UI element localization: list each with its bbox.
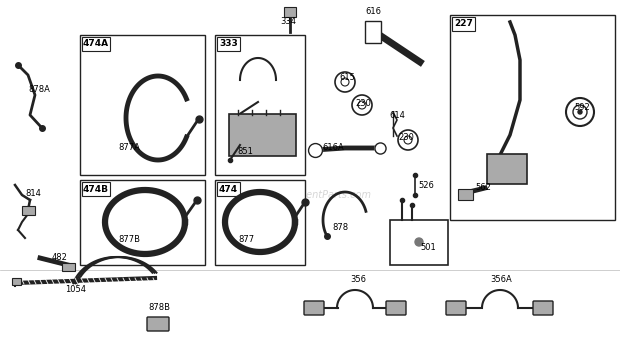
Bar <box>80 35 205 175</box>
FancyBboxPatch shape <box>12 277 20 285</box>
FancyBboxPatch shape <box>229 114 296 156</box>
FancyBboxPatch shape <box>147 317 169 331</box>
Text: 878A: 878A <box>28 86 50 95</box>
Bar <box>390 220 448 265</box>
Bar <box>82 182 110 196</box>
Text: 562: 562 <box>475 184 491 193</box>
Text: 356: 356 <box>350 275 366 285</box>
Text: 356A: 356A <box>490 275 511 285</box>
Bar <box>217 182 239 196</box>
Text: 501: 501 <box>420 243 436 252</box>
Text: 482: 482 <box>52 254 68 263</box>
Circle shape <box>415 238 423 246</box>
Text: 877B: 877B <box>118 236 140 244</box>
Text: 334: 334 <box>280 18 296 26</box>
Text: 333: 333 <box>219 40 237 48</box>
Text: 814: 814 <box>25 190 41 198</box>
Text: 592: 592 <box>574 103 590 113</box>
Text: 227: 227 <box>454 20 472 28</box>
Text: 851: 851 <box>237 147 253 156</box>
Text: 474A: 474A <box>83 40 109 48</box>
FancyBboxPatch shape <box>458 189 472 199</box>
Text: 474B: 474B <box>83 185 109 193</box>
FancyBboxPatch shape <box>446 301 466 315</box>
Bar <box>450 15 615 220</box>
Text: 616: 616 <box>365 7 381 17</box>
Bar <box>217 37 239 51</box>
Text: e-ReplacementParts.com: e-ReplacementParts.com <box>249 190 371 200</box>
Circle shape <box>578 110 582 114</box>
Bar <box>80 180 205 265</box>
FancyBboxPatch shape <box>61 263 74 270</box>
Text: 1054: 1054 <box>65 286 86 294</box>
FancyBboxPatch shape <box>284 7 296 17</box>
FancyBboxPatch shape <box>365 21 381 43</box>
FancyBboxPatch shape <box>533 301 553 315</box>
Text: 230: 230 <box>355 98 371 107</box>
FancyBboxPatch shape <box>487 154 527 184</box>
Text: 878B: 878B <box>148 304 170 313</box>
Text: 878: 878 <box>332 223 348 233</box>
Bar <box>82 37 110 51</box>
Bar <box>215 180 305 265</box>
Text: 616A: 616A <box>322 144 343 152</box>
Text: 526: 526 <box>418 180 434 190</box>
Text: 615: 615 <box>339 73 355 82</box>
Text: 877A: 877A <box>118 144 140 152</box>
FancyBboxPatch shape <box>22 206 35 215</box>
Text: 877: 877 <box>238 236 254 244</box>
Bar <box>452 17 474 31</box>
Bar <box>215 35 305 175</box>
FancyBboxPatch shape <box>304 301 324 315</box>
Text: 230: 230 <box>398 134 414 143</box>
Text: 614: 614 <box>389 111 405 120</box>
FancyBboxPatch shape <box>386 301 406 315</box>
Text: 474: 474 <box>219 185 238 193</box>
